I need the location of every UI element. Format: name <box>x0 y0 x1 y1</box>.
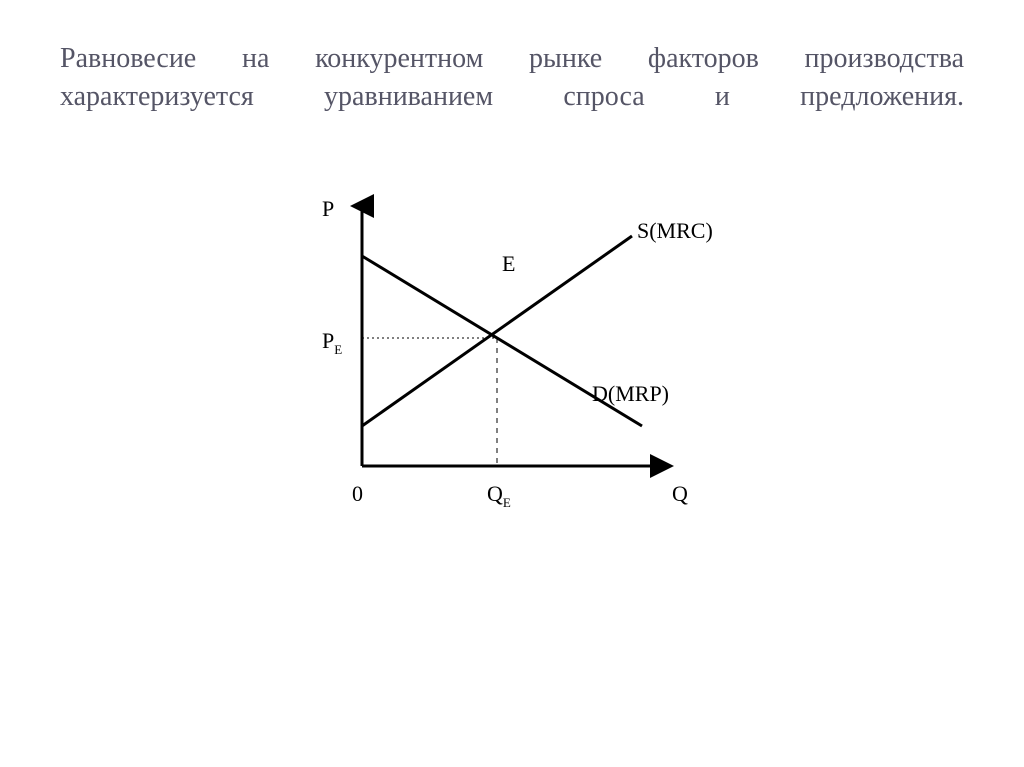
pe-sub: E <box>334 342 342 357</box>
pe-label: PE <box>322 328 342 357</box>
supply-label: S(MRC) <box>637 218 713 243</box>
qe-main: Q <box>487 481 503 506</box>
y-axis-label: P <box>322 196 334 221</box>
page-heading: Равновесие на конкурентном рынке факторо… <box>60 40 964 116</box>
demand-label: D(MRP) <box>592 381 669 406</box>
pe-main: P <box>322 328 334 353</box>
eq-point-label: E <box>502 251 515 276</box>
qe-sub: E <box>503 495 511 510</box>
origin-label: 0 <box>352 481 363 506</box>
qe-label: QE <box>487 481 511 510</box>
chart-container: P Q 0 E PE QE S(MRC) D(MRP) <box>60 166 964 526</box>
equilibrium-chart: P Q 0 E PE QE S(MRC) D(MRP) <box>292 166 732 526</box>
x-axis-label: Q <box>672 481 688 506</box>
